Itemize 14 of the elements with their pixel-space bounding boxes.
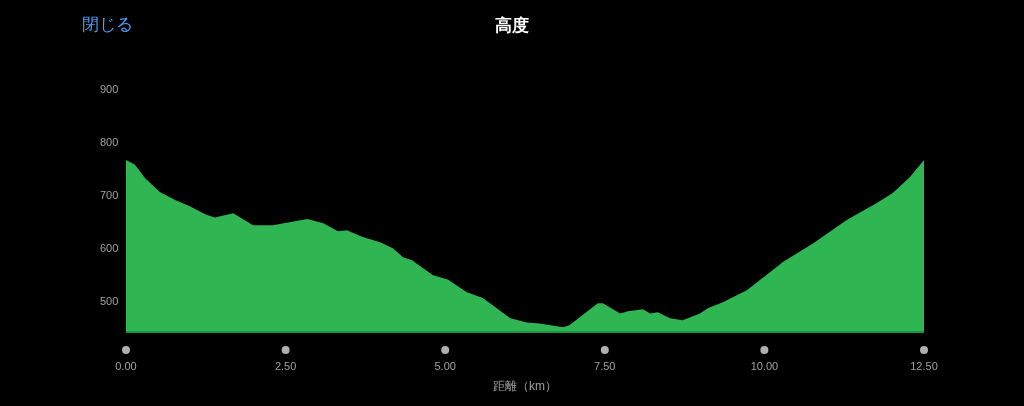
- xtick: 2.50: [274, 360, 297, 372]
- ytick: 600: [100, 242, 119, 255]
- xtick: 12.50: [910, 360, 938, 372]
- ytick: 500: [100, 295, 119, 308]
- ytick: 700: [100, 189, 119, 202]
- xtick: 10.00: [750, 360, 779, 372]
- title: 高度: [495, 16, 529, 35]
- annotation: 閉じる: [82, 15, 133, 34]
- ytick: 800: [100, 136, 119, 149]
- xlabel: 距離（km）: [493, 379, 557, 393]
- xtick: 0.00: [115, 360, 137, 372]
- xtick: 7.50: [594, 360, 616, 372]
- xtick: 5.00: [434, 360, 456, 372]
- ytick: 900: [100, 83, 119, 95]
